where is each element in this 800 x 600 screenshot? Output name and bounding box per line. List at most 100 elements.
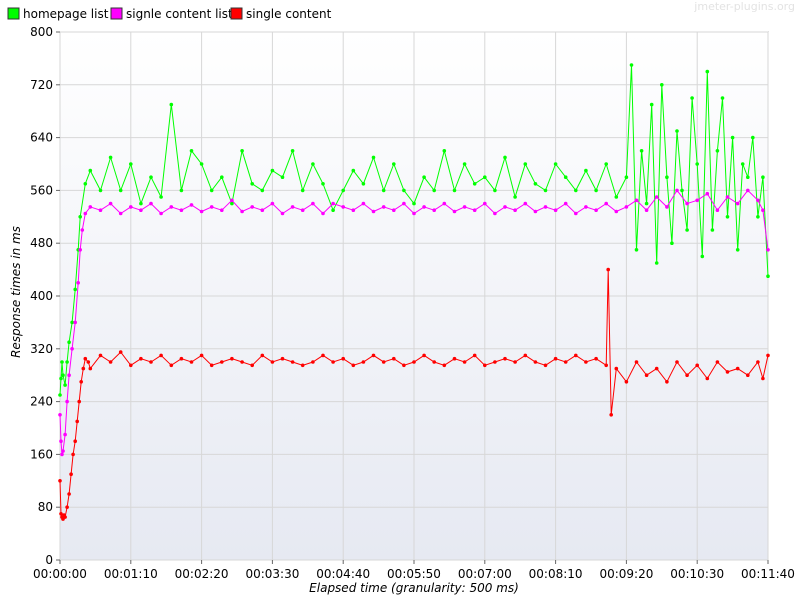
data-point-homepage-list (670, 241, 674, 245)
legend-label-homepage-list: homepage list (23, 7, 109, 21)
data-point-signle-content-list (644, 208, 649, 212)
data-point-single-content (493, 360, 497, 364)
data-point-homepage-list (149, 175, 153, 179)
data-point-homepage-list (503, 155, 507, 160)
data-point-single-content (63, 515, 67, 519)
data-point-signle-content-list (179, 208, 184, 212)
data-point-single-content (83, 356, 88, 361)
data-point-single-content (624, 380, 629, 384)
data-point-single-content (75, 419, 79, 424)
data-point-signle-content-list (83, 211, 88, 216)
data-point-signle-content-list (584, 205, 588, 209)
data-point-signle-content-list (624, 205, 629, 209)
data-point-homepage-list (644, 201, 649, 206)
data-point-single-content (563, 360, 568, 364)
data-point-homepage-list (756, 215, 760, 219)
y-tick-label: 720 (30, 78, 53, 92)
data-point-signle-content-list (402, 201, 406, 206)
data-point-homepage-list (584, 168, 588, 173)
data-point-single-content (665, 380, 669, 384)
data-point-single-content (331, 360, 335, 364)
data-point-homepage-list (483, 175, 487, 179)
grid (59, 31, 769, 561)
data-point-signle-content-list (761, 208, 765, 212)
data-point-single-content (462, 360, 467, 364)
data-point-signle-content-list (513, 208, 517, 212)
data-point-signle-content-list (209, 205, 214, 209)
data-point-single-content (199, 353, 204, 358)
series-layer (58, 63, 770, 521)
data-point-homepage-list (402, 188, 406, 193)
y-tick-label: 480 (30, 236, 53, 250)
series-line-homepage-list (59, 64, 769, 396)
legend-label-signle-content-list: signle content list (126, 7, 233, 21)
data-point-signle-content-list (300, 208, 305, 212)
series-line-single-content (59, 269, 769, 521)
data-point-signle-content-list (746, 188, 750, 193)
x-tick-label: 00:05:50 (387, 567, 441, 581)
data-point-single-content (240, 360, 244, 364)
data-point-homepage-list (604, 162, 608, 166)
data-point-signle-content-list (149, 201, 153, 206)
data-point-single-content (250, 363, 254, 368)
legend: homepage list signle content list single… (7, 7, 332, 21)
data-point-homepage-list (751, 135, 755, 140)
data-point-homepage-list (629, 63, 634, 67)
data-point-signle-content-list (129, 205, 133, 209)
data-point-homepage-list (533, 182, 538, 186)
data-point-single-content (77, 399, 81, 404)
data-point-signle-content-list (240, 209, 244, 214)
data-point-signle-content-list (422, 205, 426, 209)
data-point-single-content (412, 360, 416, 364)
data-point-homepage-list (60, 360, 64, 364)
data-point-signle-content-list (65, 399, 69, 404)
data-point-single-content (220, 360, 224, 364)
data-point-single-content (553, 356, 558, 361)
data-point-signle-content-list (634, 198, 639, 203)
data-point-single-content (685, 373, 689, 378)
data-point-homepage-list (67, 340, 71, 345)
data-point-single-content (371, 353, 376, 358)
legend-swatch-homepage-list (7, 7, 20, 20)
x-tick-label: 00:02:20 (175, 567, 229, 581)
data-point-single-content (118, 350, 123, 354)
data-point-homepage-list (553, 162, 558, 166)
data-point-single-content (392, 356, 396, 361)
data-point-homepage-list (740, 162, 745, 166)
data-point-homepage-list (270, 168, 275, 173)
data-point-homepage-list (472, 182, 477, 186)
x-tick-label: 00:04:40 (316, 567, 370, 581)
data-point-single-content (604, 363, 608, 368)
data-point-homepage-list (462, 162, 467, 166)
data-point-signle-content-list (371, 209, 376, 214)
data-point-homepage-list (70, 320, 74, 325)
data-point-homepage-list (169, 102, 174, 107)
y-tick-label: 240 (30, 395, 53, 409)
data-point-single-content (432, 360, 437, 364)
data-point-signle-content-list (756, 198, 760, 203)
data-point-signle-content-list (695, 198, 699, 203)
data-point-homepage-list (452, 188, 457, 193)
data-point-signle-content-list (73, 320, 77, 325)
data-point-homepage-list (199, 162, 204, 166)
data-point-signle-content-list (553, 208, 558, 212)
data-point-signle-content-list (351, 208, 356, 212)
data-point-signle-content-list (321, 211, 325, 216)
data-point-single-content (483, 363, 487, 368)
data-point-single-content (402, 363, 406, 368)
y-tick-label: 400 (30, 289, 53, 303)
data-point-single-content (442, 363, 447, 368)
data-point-homepage-list (422, 175, 426, 179)
data-point-signle-content-list (270, 201, 275, 206)
data-point-signle-content-list (442, 201, 447, 206)
data-point-single-content (311, 360, 315, 364)
data-point-homepage-list (65, 360, 69, 364)
data-point-single-content (513, 360, 517, 364)
y-tick-label: 80 (38, 500, 53, 514)
data-point-signle-content-list (189, 203, 194, 207)
data-point-signle-content-list (61, 449, 65, 453)
data-point-signle-content-list (543, 205, 548, 209)
data-point-single-content (543, 363, 548, 368)
data-point-homepage-list (761, 175, 765, 179)
